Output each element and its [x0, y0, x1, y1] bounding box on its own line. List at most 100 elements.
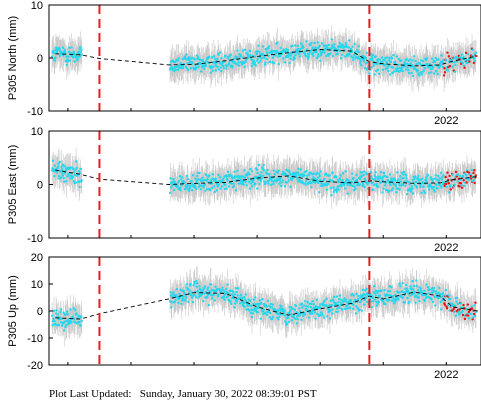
data-point [245, 308, 248, 311]
data-point [278, 307, 282, 310]
data-point [174, 299, 177, 302]
data-point [54, 312, 58, 315]
data-point [387, 59, 391, 62]
data-point [437, 291, 440, 295]
data-point [351, 172, 354, 175]
data-point [443, 71, 447, 74]
data-point [281, 179, 284, 182]
data-point [294, 304, 298, 308]
data-point [256, 178, 260, 181]
data-point [420, 191, 423, 195]
data-point [364, 179, 367, 183]
data-point [432, 290, 436, 293]
data-point [444, 58, 448, 62]
data-point [439, 308, 443, 311]
data-point [65, 180, 68, 183]
data-point [236, 49, 239, 52]
data-point [322, 49, 325, 53]
data-point [261, 310, 264, 313]
data-point [278, 182, 281, 185]
data-point [306, 57, 310, 60]
data-point [417, 296, 421, 299]
data-point [332, 186, 335, 189]
data-point [243, 295, 246, 299]
data-point [256, 49, 259, 53]
data-point [279, 313, 283, 316]
data-point [455, 296, 459, 300]
data-point [312, 172, 316, 175]
data-point [416, 289, 420, 292]
data-point [456, 302, 459, 306]
data-point [322, 301, 325, 304]
data-point [195, 279, 198, 283]
data-point [268, 173, 271, 176]
data-point [172, 188, 176, 192]
data-point [60, 324, 64, 327]
data-point [312, 54, 315, 58]
data-point [274, 51, 278, 55]
data-point [219, 288, 223, 291]
data-point [440, 186, 443, 189]
data-point [250, 185, 254, 188]
data-point [323, 178, 326, 181]
data-point [285, 322, 289, 326]
x-tick-label: 2022 [434, 115, 458, 127]
data-point [258, 50, 261, 54]
data-point [206, 178, 209, 181]
data-point [403, 301, 407, 304]
data-point [389, 60, 393, 63]
data-point [391, 187, 395, 190]
data-point [176, 185, 179, 189]
data-point [352, 189, 356, 192]
data-point [280, 305, 283, 308]
data-point [468, 60, 471, 63]
data-point [362, 303, 366, 306]
data-point [360, 309, 364, 312]
data-point [316, 179, 319, 183]
data-point [262, 302, 266, 306]
data-point [217, 183, 221, 186]
data-point [232, 182, 235, 185]
data-point [176, 65, 179, 69]
data-point [179, 189, 182, 192]
data-point [287, 320, 290, 324]
data-point [343, 307, 347, 310]
data-point [470, 168, 473, 172]
data-point [429, 184, 432, 187]
data-point [374, 176, 378, 179]
data-point [388, 73, 392, 76]
data-point [304, 183, 307, 187]
data-point [458, 312, 461, 316]
data-point [302, 304, 305, 307]
data-point [370, 66, 373, 69]
data-point [459, 60, 462, 63]
data-point [439, 292, 442, 296]
data-point [304, 299, 307, 303]
data-point [302, 182, 305, 185]
data-point [393, 301, 396, 304]
data-point [381, 68, 385, 71]
data-point [383, 174, 386, 178]
data-point [433, 304, 437, 307]
data-point [256, 306, 260, 310]
data-point [288, 173, 292, 176]
data-point [241, 180, 245, 184]
data-point [56, 313, 60, 316]
data-point [62, 311, 65, 315]
data-point [431, 300, 435, 304]
data-point [229, 300, 232, 303]
data-point [366, 61, 369, 64]
data-point [322, 182, 325, 186]
y-tick-label: -10 [27, 333, 43, 345]
data-point [351, 184, 354, 188]
data-point [63, 165, 66, 168]
data-point [198, 171, 201, 175]
data-point [360, 171, 364, 174]
data-point [447, 191, 451, 194]
data-point [243, 65, 246, 69]
data-point [353, 185, 356, 188]
data-point [248, 299, 252, 303]
data-point [419, 59, 423, 62]
data-point [401, 282, 404, 285]
